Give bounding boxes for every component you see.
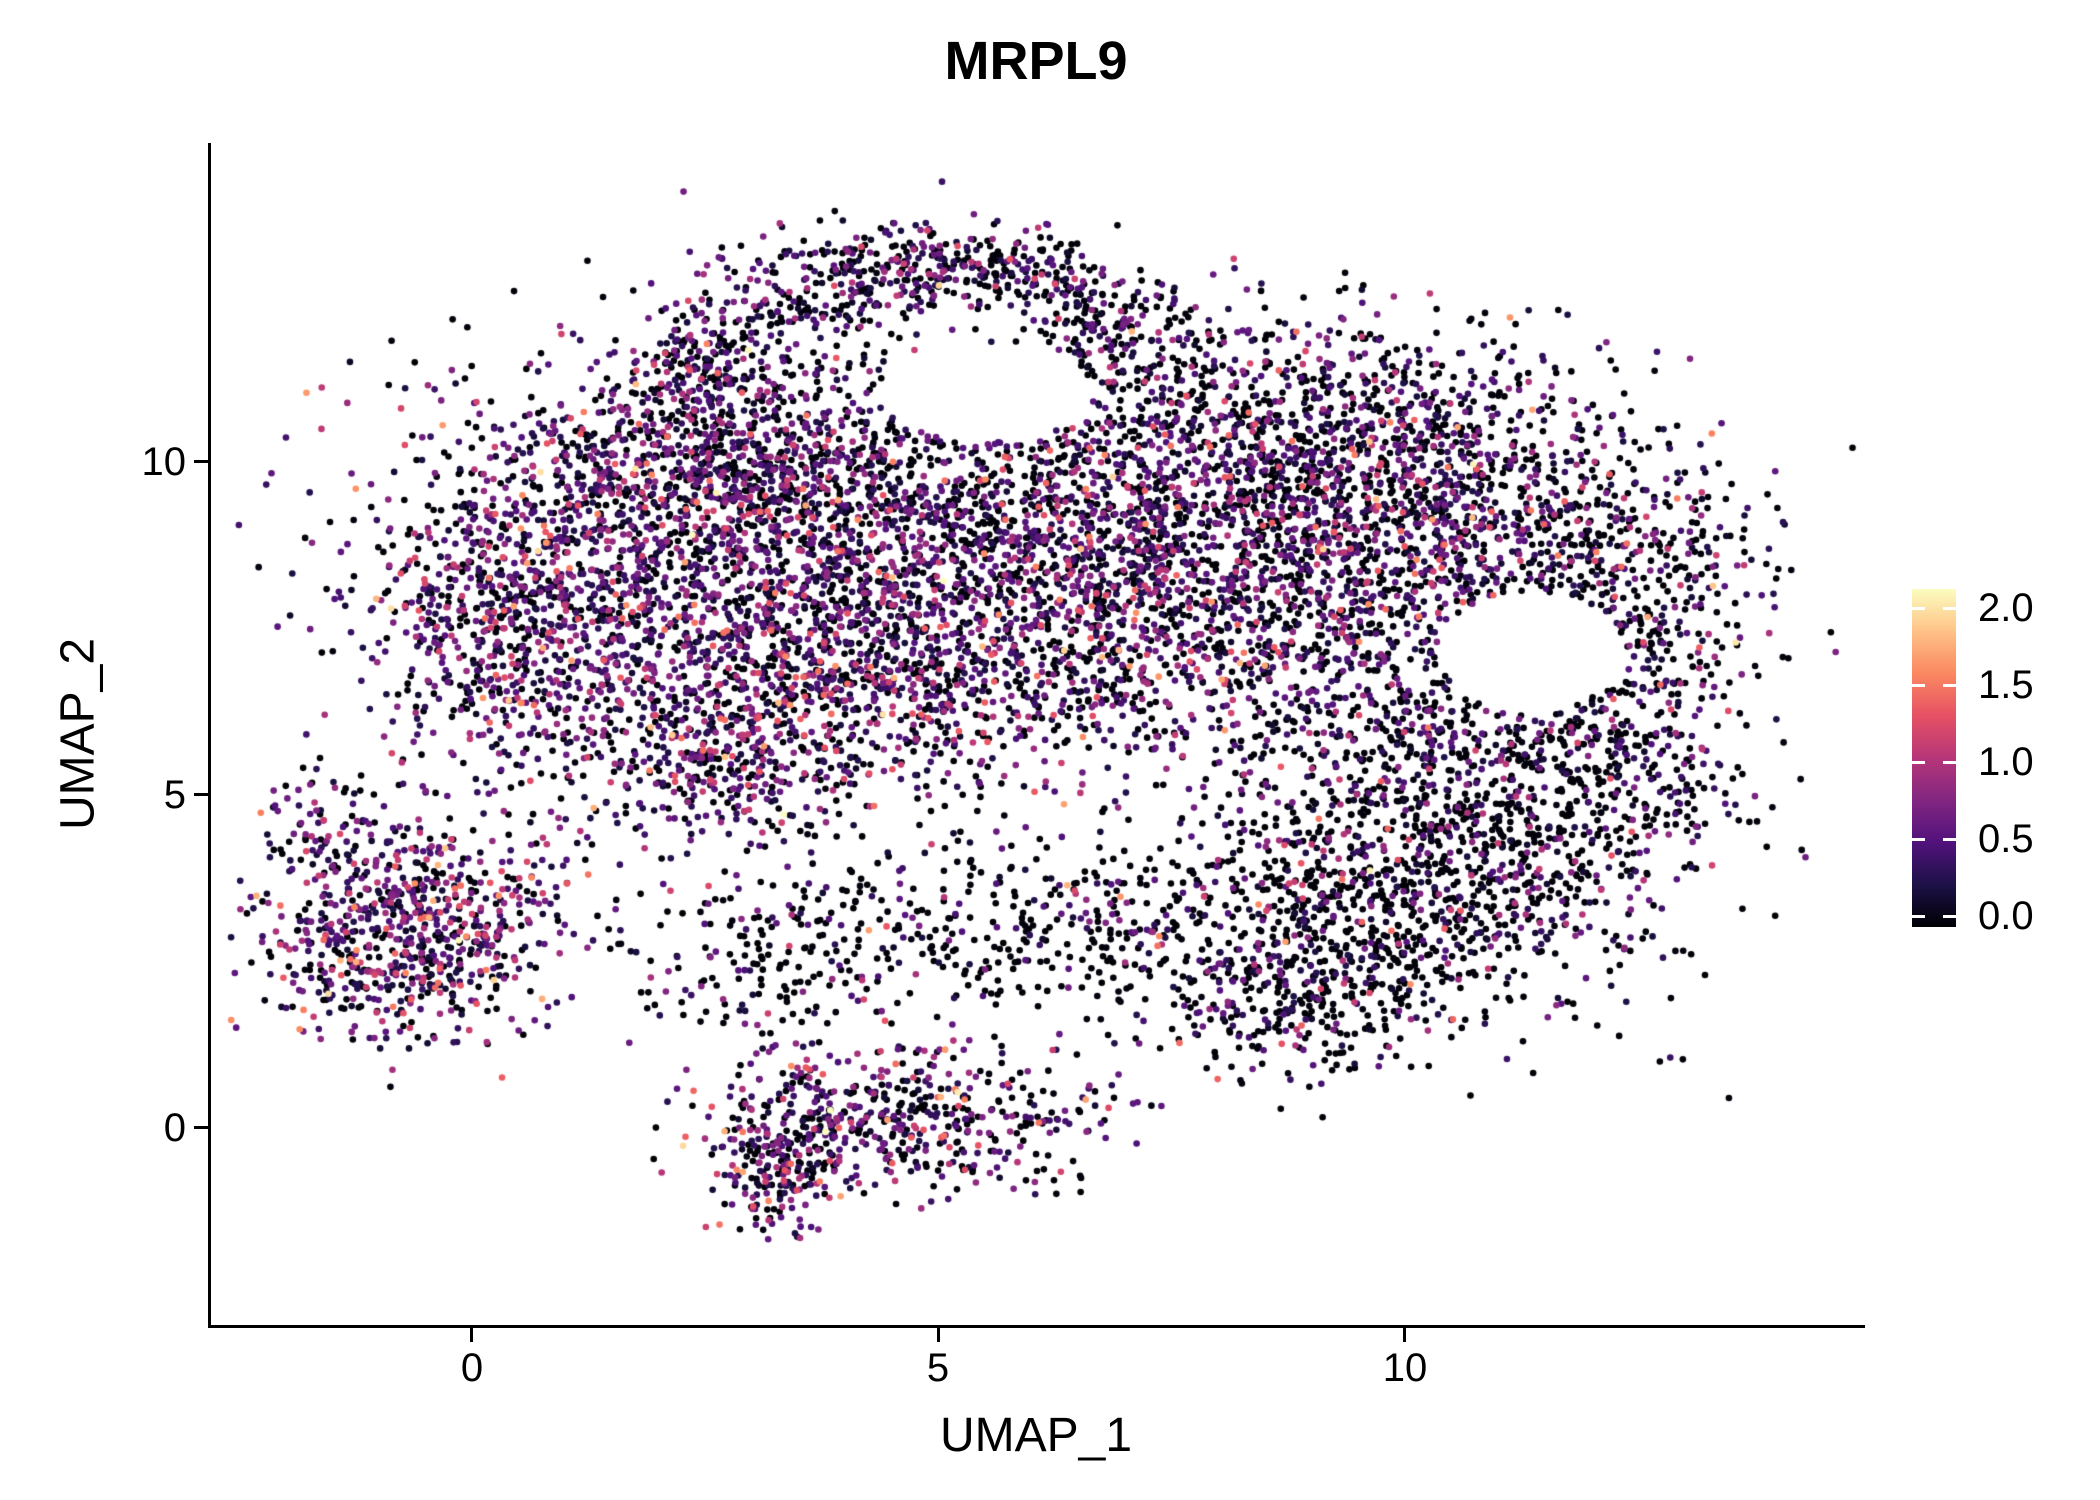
colorbar-tick (1912, 607, 1925, 610)
colorbar-tick (1912, 838, 1925, 841)
x-tick-label: 5 (926, 1346, 950, 1390)
colorbar-label: 1.0 (1978, 740, 2034, 784)
colorbar-label: 0.5 (1978, 817, 2034, 861)
x-tick-mark (937, 1328, 940, 1342)
colorbar-tick (1943, 607, 1956, 610)
x-tick-mark (470, 1328, 473, 1342)
colorbar-tick (1912, 684, 1925, 687)
colorbar-tick (1943, 838, 1956, 841)
colorbar-label: 0.0 (1978, 894, 2034, 938)
colorbar-label: 2.0 (1978, 586, 2034, 630)
colorbar-tick (1943, 761, 1956, 764)
x-axis-title: UMAP_1 (939, 1409, 1133, 1462)
x-tick-label: 0 (460, 1346, 484, 1390)
colorbar-label: 1.5 (1978, 663, 2034, 707)
y-tick-mark (194, 793, 208, 796)
y-tick-label: 0 (163, 1106, 186, 1150)
colorbar-tick (1943, 684, 1956, 687)
x-axis-line (208, 1325, 1865, 1328)
colorbar-tick (1912, 915, 1925, 918)
colorbar-tick (1912, 761, 1925, 764)
chart-title: MRPL9 (944, 31, 1128, 91)
x-tick-mark (1403, 1328, 1406, 1342)
y-tick-label: 5 (163, 773, 186, 817)
x-tick-label: 10 (1382, 1346, 1428, 1390)
y-tick-mark (194, 460, 208, 463)
y-axis-title: UMAP_2 (51, 637, 105, 831)
colorbar-gradient (1912, 589, 1956, 927)
colorbar-tick (1943, 915, 1956, 918)
y-axis-line (208, 143, 211, 1328)
y-tick-mark (194, 1126, 208, 1129)
y-tick-label: 10 (141, 440, 187, 484)
